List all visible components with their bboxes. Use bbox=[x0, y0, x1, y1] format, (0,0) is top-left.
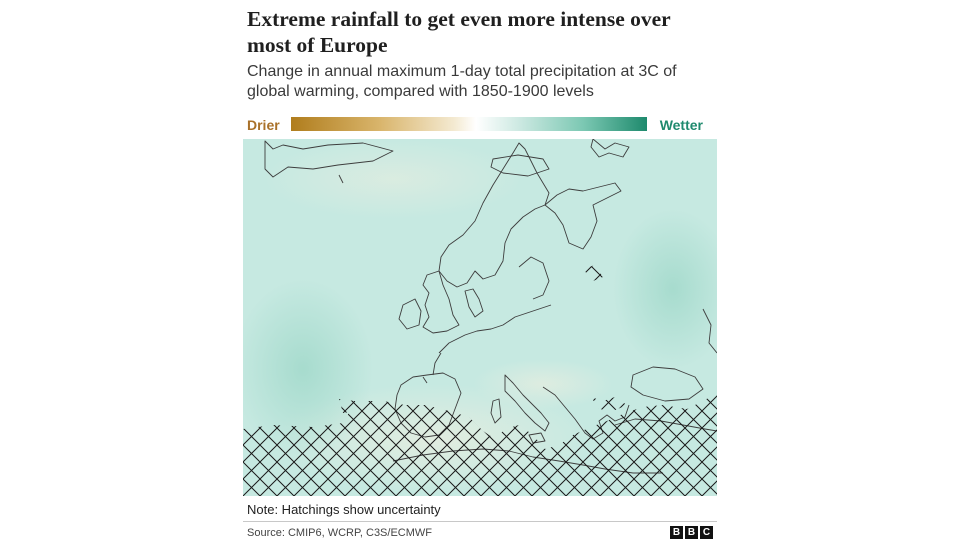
deep-area-east bbox=[613, 209, 717, 369]
deep-area-west bbox=[243, 279, 373, 459]
legend-wetter-label: Wetter bbox=[659, 117, 703, 133]
hatching-uncertainty bbox=[243, 265, 717, 496]
legend-drier-label: Drier bbox=[247, 117, 280, 133]
chart-subtitle: Change in annual maximum 1-day total pre… bbox=[247, 63, 677, 100]
logo-letter: C bbox=[700, 526, 713, 539]
uncertainty-note: Note: Hatchings show uncertainty bbox=[247, 502, 441, 517]
legend-color-scale bbox=[291, 117, 647, 131]
source-credit: Source: CMIP6, WCRP, C3S/ECMWF bbox=[247, 527, 432, 539]
europe-map bbox=[243, 139, 717, 496]
infographic-card: Extreme rainfall to get even more intens… bbox=[243, 0, 717, 540]
chart-title: Extreme rainfall to get even more intens… bbox=[247, 7, 671, 57]
footer-divider bbox=[243, 521, 717, 522]
pale-area-north bbox=[263, 139, 523, 219]
bbc-logo: B B C bbox=[670, 526, 713, 539]
logo-letter: B bbox=[670, 526, 683, 539]
logo-letter: B bbox=[685, 526, 698, 539]
